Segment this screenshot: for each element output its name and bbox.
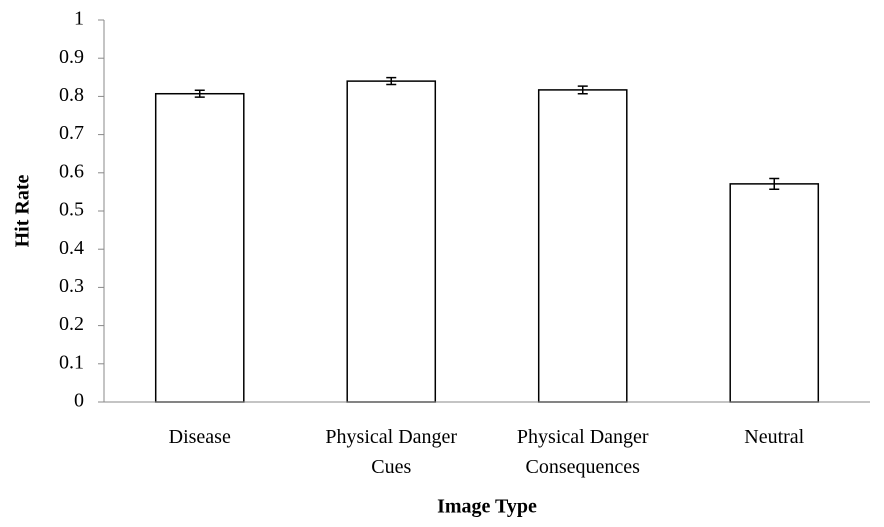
bar: [346, 80, 437, 403]
x-tick-label: Physical Danger Consequences: [517, 426, 649, 478]
x-tick-label: Neutral: [744, 426, 804, 448]
y-axis-title: Hit Rate: [12, 175, 34, 248]
x-axis-title: Image Type: [437, 496, 537, 518]
y-tick-label: 0.5: [59, 199, 84, 221]
y-tick-label: 0.7: [59, 122, 84, 144]
y-tick-label: 0.9: [59, 46, 84, 68]
error-bar: [577, 85, 588, 95]
y-tick-label: 1: [74, 8, 84, 30]
y-tick-label: 0: [74, 390, 84, 412]
x-tick-label: Physical Danger Cues: [325, 426, 457, 478]
bar: [154, 92, 245, 403]
bar: [537, 89, 628, 403]
error-bar: [194, 89, 205, 98]
y-tick-label: 0.1: [59, 351, 84, 373]
y-tick-label: 0.8: [59, 84, 84, 106]
error-bar: [386, 76, 397, 86]
y-tick-label: 0.4: [59, 237, 84, 259]
y-tick-label: 0.6: [59, 160, 84, 182]
y-tick-label: 0.3: [59, 275, 84, 297]
y-tick-label: 0.2: [59, 313, 84, 335]
x-tick-label: Disease: [169, 426, 231, 448]
bar: [729, 183, 820, 403]
error-bar: [769, 177, 780, 190]
